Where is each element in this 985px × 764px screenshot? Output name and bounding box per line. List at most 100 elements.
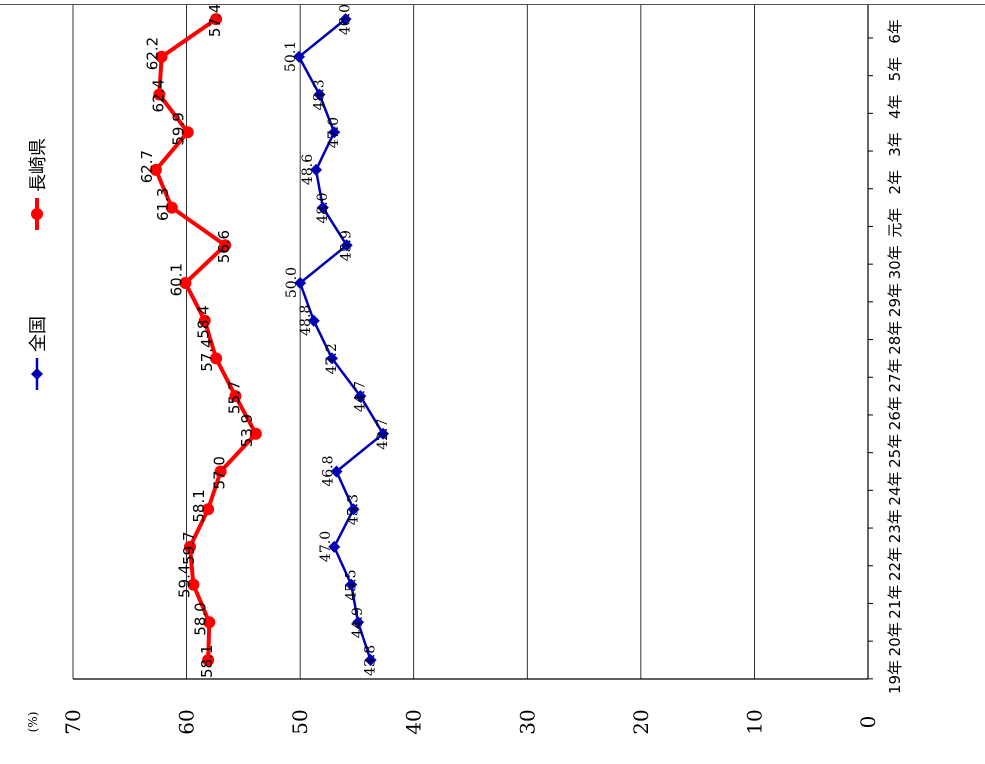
data-point (198, 314, 211, 327)
series-line (153, 17, 258, 661)
data-point (354, 390, 367, 403)
data-point (183, 540, 196, 553)
value-tick-label: 10 (742, 709, 766, 734)
data-label: 47.2 (324, 343, 340, 374)
data-label: 62.4 (149, 79, 167, 112)
data-label: 45.3 (346, 494, 362, 525)
value-tick-label: 50 (288, 709, 312, 734)
data-label: 45.9 (339, 230, 355, 261)
data-point (340, 239, 353, 252)
legend-marker (31, 368, 43, 380)
data-label: 47.0 (326, 117, 342, 148)
category-labels: 19年 20年 21年 22年 23年 24年 25年 26年 27年 28年 29年 30年 元年 2年… (886, 19, 904, 694)
data-point (179, 277, 192, 289)
data-point (293, 50, 306, 63)
data-label: 62.2 (144, 37, 162, 70)
unit-label: (%) (26, 712, 40, 733)
data-point (214, 465, 227, 478)
data-label: 53.9 (238, 414, 256, 447)
data-label: 50.1 (283, 41, 299, 72)
data-point (345, 578, 358, 591)
value-tick-labels: 0 10 20 30 40 50 60 70 (61, 709, 880, 734)
data-label: 58.4 (195, 305, 213, 338)
value-tick-label: 70 (61, 709, 85, 734)
category-label: 26年 (886, 396, 904, 430)
data-point (149, 163, 162, 176)
data-point (310, 163, 323, 176)
category-label: 23年 (886, 509, 904, 543)
data-point (294, 277, 307, 289)
legend-label: 長崎県 (28, 138, 49, 192)
category-label: 27年 (886, 358, 904, 392)
category-label: 5年 (886, 57, 904, 82)
data-label: 50.0 (284, 267, 300, 298)
data-label: 59.7 (180, 531, 198, 564)
data-label: 62.7 (138, 150, 156, 183)
data-point (202, 654, 215, 666)
data-label: 48.6 (300, 154, 316, 185)
data-point (330, 465, 343, 478)
data-label: 46.0 (338, 4, 354, 35)
data-label: 45.5 (343, 569, 359, 600)
data-point (347, 503, 360, 516)
data-point (325, 352, 338, 365)
data-label: 48.0 (315, 192, 331, 223)
data-point (339, 13, 352, 26)
legend-marker (31, 208, 43, 220)
data-point (153, 88, 166, 101)
series-line (297, 18, 385, 661)
data-label: 47.0 (318, 531, 334, 562)
data-label: 59.9 (170, 112, 188, 145)
data-label: 60.1 (167, 263, 185, 296)
category-label: 元年 (886, 208, 904, 238)
category-label: 19年 (886, 660, 904, 694)
value-tick-label: 60 (175, 709, 199, 734)
data-point (328, 126, 341, 139)
data-point (229, 390, 242, 403)
category-label: 6年 (886, 19, 904, 44)
data-point (219, 239, 232, 252)
data-label: 59.4 (175, 565, 193, 598)
data-label: 57.4 (198, 338, 216, 371)
data-point (203, 616, 216, 629)
data-point (316, 201, 329, 214)
category-label: 29年 (886, 283, 904, 317)
data-point (377, 427, 390, 440)
category-label: 2年 (886, 170, 904, 195)
data-label: 48.3 (311, 79, 327, 110)
data-point (328, 540, 341, 553)
data-point (187, 578, 200, 591)
category-label: 28年 (886, 321, 904, 355)
category-label: 22年 (886, 547, 904, 581)
data-label: 46.8 (320, 456, 336, 487)
value-tick-label: 40 (402, 709, 426, 734)
category-label: 3年 (886, 132, 904, 157)
data-label: 42.7 (375, 419, 391, 450)
data-label: 44.7 (352, 381, 368, 412)
data-label: 44.9 (350, 607, 366, 638)
data-label: 57.0 (211, 456, 229, 489)
data-point (202, 503, 215, 516)
data-point (307, 314, 320, 327)
data-label: 58.1 (198, 645, 216, 678)
data-label: 43.8 (363, 645, 379, 676)
data-point (165, 201, 178, 214)
data-point (155, 50, 168, 63)
data-label: 57.4 (206, 4, 224, 37)
category-label: 20年 (886, 622, 904, 656)
data-series (149, 13, 390, 666)
data-point (364, 654, 377, 666)
data-point (210, 352, 223, 365)
data-point (210, 13, 223, 26)
data-point (352, 616, 365, 629)
data-labels: 43.8 44.9 45.5 47.0 45.3 46.8 42.7 44.7 47.2 48.8… (138, 4, 391, 678)
category-label: 4年 (886, 95, 904, 120)
data-label: 61.3 (154, 188, 172, 221)
data-label: 58.0 (191, 602, 209, 635)
data-point (249, 427, 262, 440)
data-point (181, 126, 194, 139)
value-tick-label: 0 (856, 716, 880, 729)
data-label: 48.8 (298, 305, 314, 336)
